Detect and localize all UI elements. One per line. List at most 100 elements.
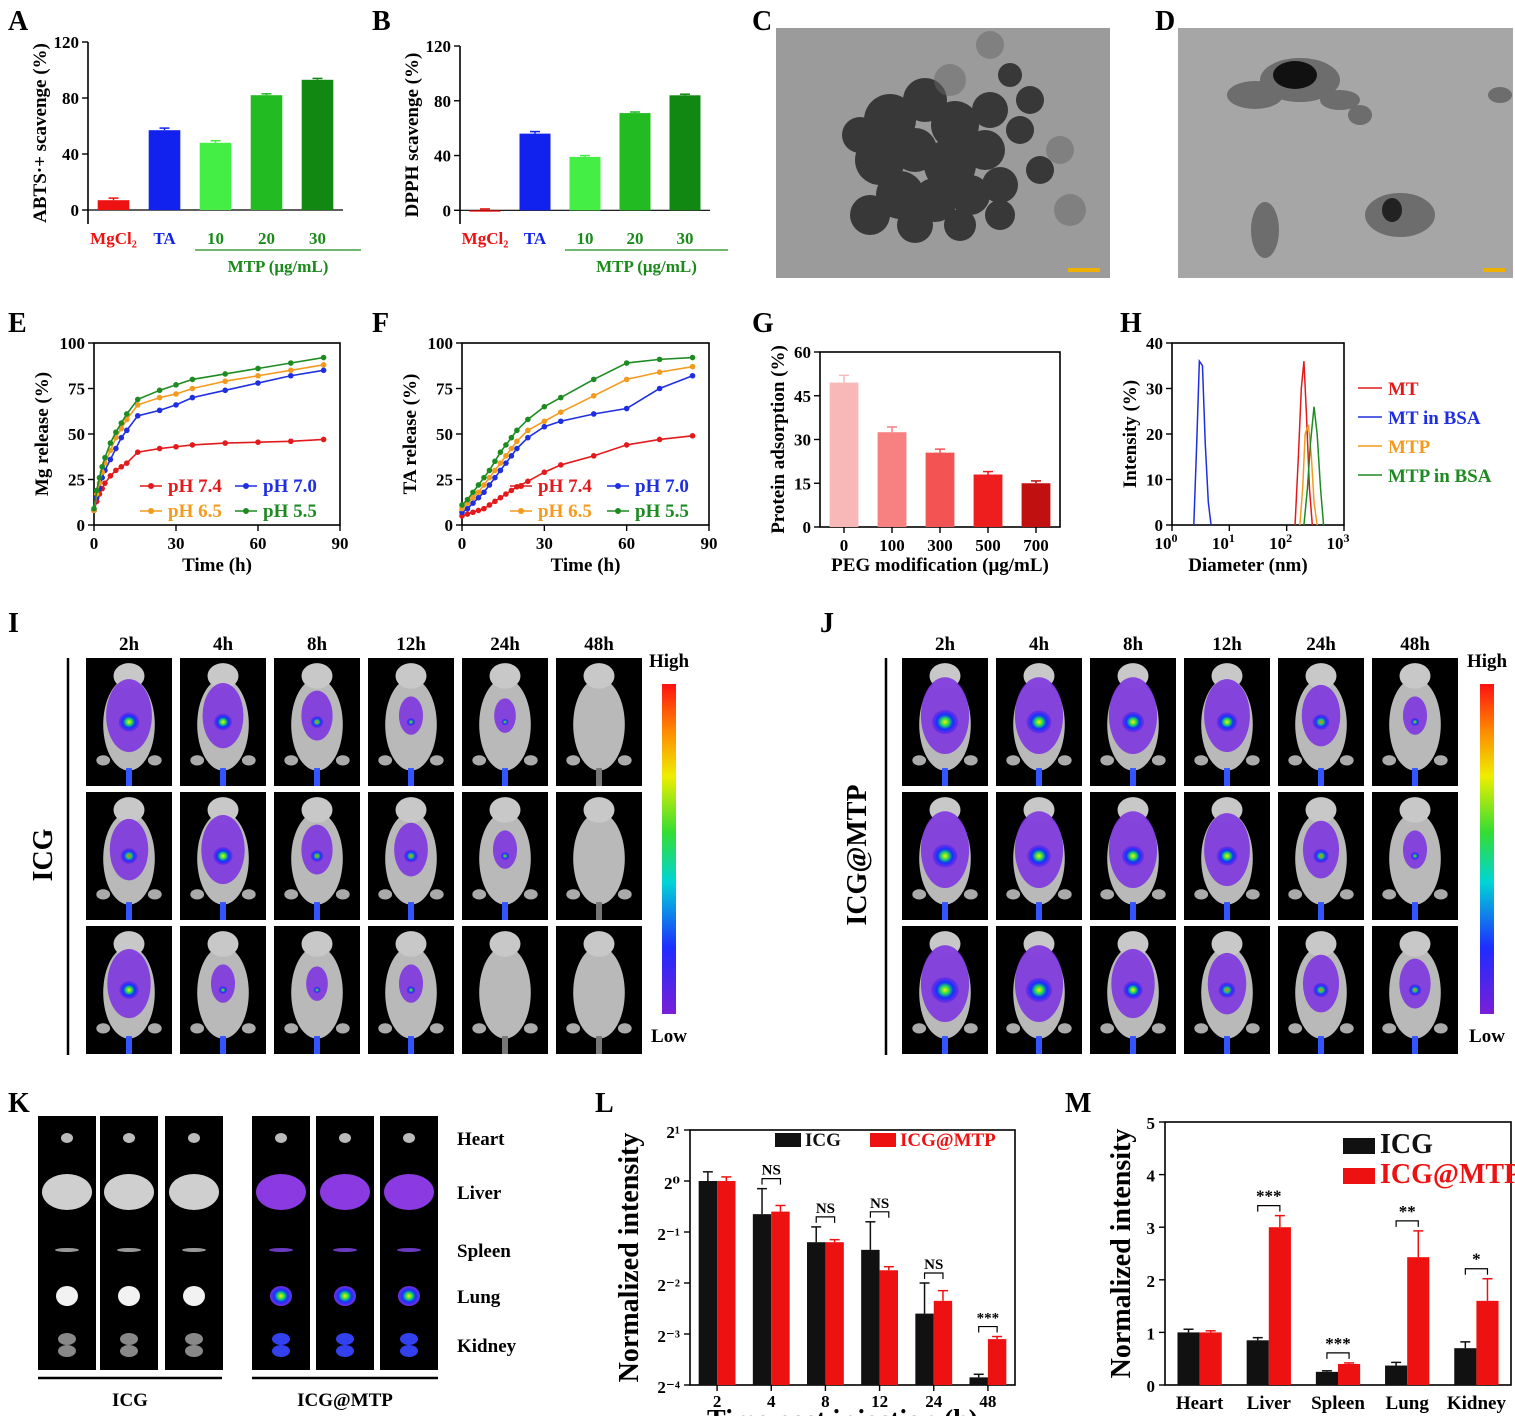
data-point	[113, 445, 119, 452]
legend-marker	[518, 483, 524, 489]
mouse-paw	[1057, 889, 1072, 900]
bar-icg-mtp-24h	[933, 1300, 953, 1385]
organ-label-lung: Lung	[457, 1287, 501, 1308]
mouse-paw	[1245, 889, 1260, 900]
mouse-paw	[912, 889, 927, 900]
signal-hotspot	[1026, 710, 1052, 734]
data-point	[124, 427, 130, 434]
organ-strip	[100, 1116, 158, 1370]
significance-label: ***	[1325, 1334, 1351, 1353]
data-point	[134, 396, 141, 403]
mouse-head	[1399, 931, 1431, 957]
organ-kidney	[272, 1333, 290, 1345]
mouse-body	[573, 812, 625, 905]
imaging-panel-j: 2h 4h 8h 12h 24h 48h ICG@MTP High Low	[842, 634, 1507, 1055]
mouse-paw	[963, 755, 978, 766]
signal-hotspot	[931, 977, 959, 1003]
data-point	[492, 458, 498, 465]
panel-letter-j: J	[820, 608, 834, 639]
significance-label: NS	[870, 1196, 889, 1212]
y-tick-label: 2⁻³	[657, 1327, 680, 1346]
x-tick-label: 48	[979, 1392, 996, 1411]
group-label: ICG	[28, 828, 59, 881]
mouse-head	[207, 663, 239, 689]
signal-hotspot	[500, 852, 510, 860]
bar-peg-500	[973, 474, 1003, 527]
mouse-paw	[284, 755, 299, 766]
time-label-8h: 8h	[307, 634, 328, 655]
legend-label: pH 5.5	[263, 501, 317, 522]
mouse-paw	[566, 755, 581, 766]
y-tick-label: 40	[434, 147, 451, 166]
mouse-tail	[1130, 1036, 1136, 1054]
data-point	[470, 489, 476, 496]
signal-hotspot	[119, 981, 139, 999]
data-point	[689, 363, 696, 370]
x-tick-label: 700	[1023, 536, 1049, 555]
mouse-head	[489, 663, 521, 689]
signal-hotspot	[118, 712, 140, 732]
data-point	[102, 454, 108, 461]
mouse-paw	[523, 889, 538, 900]
data-point	[173, 443, 179, 450]
mouse-tail	[1036, 902, 1042, 920]
significance-bracket	[869, 1211, 890, 1218]
bar-ta	[519, 133, 551, 211]
signal-region	[494, 698, 516, 733]
data-point	[255, 365, 261, 372]
x-tick-label: 4	[767, 1392, 776, 1411]
mouse-paw	[1288, 1023, 1303, 1034]
data-point	[481, 482, 487, 488]
x-tick-label: 30	[168, 534, 185, 553]
mouse-tail	[1224, 768, 1230, 786]
data-point	[689, 372, 696, 379]
signal-hotspot	[1121, 845, 1145, 867]
data-point	[470, 509, 476, 516]
organ-heart	[61, 1133, 73, 1143]
signal-hotspot	[1312, 714, 1330, 730]
mouse-paw	[1057, 755, 1072, 766]
y-axis-label: ABTS·+ scavenge (%)	[30, 43, 51, 223]
mouse-tail	[1318, 1036, 1324, 1054]
signal-hotspot	[1313, 982, 1329, 998]
data-point	[503, 460, 509, 466]
bar-20	[250, 95, 283, 210]
x-tick-label: 12	[871, 1392, 888, 1411]
signal-hotspot	[1123, 981, 1143, 999]
legend-label: pH 7.4	[168, 476, 222, 497]
significance-label: **	[1399, 1202, 1416, 1221]
significance-label: NS	[762, 1163, 781, 1179]
mouse-paw	[335, 755, 350, 766]
mouse-paw	[1382, 889, 1397, 900]
mouse-tail	[1412, 902, 1418, 920]
mouse-paw	[1194, 755, 1209, 766]
data-point	[623, 405, 630, 412]
data-point	[107, 440, 114, 446]
bar-30	[301, 79, 334, 210]
organ-spleen	[55, 1248, 79, 1252]
y-tick-label: 45	[794, 387, 811, 406]
mouse-tail	[1318, 768, 1324, 786]
data-point	[156, 394, 163, 401]
bar-icg-mtp-48h	[987, 1339, 1007, 1385]
x-category-label: 10	[207, 229, 224, 248]
mouse-paw	[190, 889, 205, 900]
bar-20	[619, 113, 651, 211]
signal-hotspot	[1216, 712, 1238, 732]
mouse-paw	[1006, 755, 1021, 766]
data-point	[320, 436, 327, 443]
time-label-48h: 48h	[1400, 634, 1430, 655]
panel-letter-a: A	[8, 6, 29, 37]
organ-spleen	[269, 1248, 293, 1252]
x-tick-label: 0	[90, 534, 99, 553]
y-tick-label: 4	[1147, 1167, 1156, 1186]
mouse-paw	[147, 889, 162, 900]
data-point	[508, 434, 515, 441]
y-axis-label: Normalized intensity	[614, 1133, 645, 1383]
data-point	[623, 360, 630, 366]
mouse-tail	[1412, 1036, 1418, 1054]
y-tick-label: 60	[794, 343, 811, 362]
x-category-label: TA	[153, 229, 176, 248]
bar-icg-spleen	[1315, 1371, 1338, 1385]
